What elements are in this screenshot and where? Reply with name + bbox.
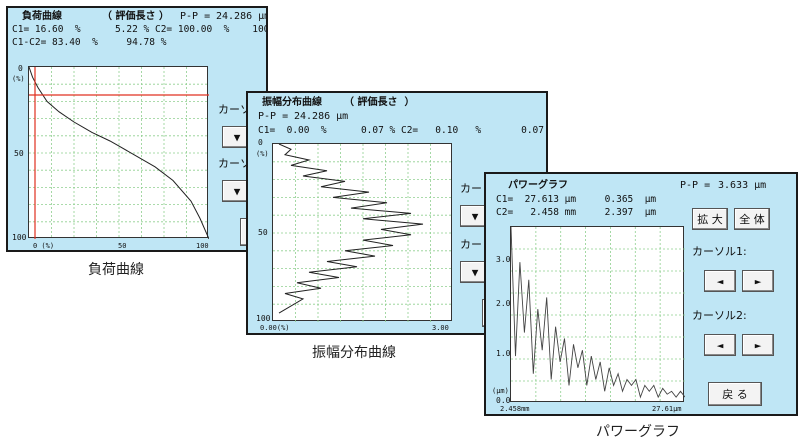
panel3-y-tick-2: 2.0: [496, 299, 511, 308]
cursor2-left-button[interactable]: ◄: [704, 334, 736, 356]
panel2-cursor2-down-button[interactable]: ▼: [460, 261, 490, 283]
panel2-pp-value: 24.286 μm: [294, 111, 349, 122]
load-curve-chart: [29, 67, 209, 239]
panel3-pp-value: 3.633 μm: [718, 180, 767, 191]
panel2-y-tick-50: 50: [258, 228, 268, 237]
cursor1-label: カーソル1:: [692, 245, 747, 258]
left-arrow-icon: ◄: [716, 338, 724, 352]
panel3-y-unit: (μm): [492, 387, 509, 395]
power-graph-panel: パワーグラフ P-P = 3.633 μm C1= 27.613 μm 0.36…: [484, 172, 798, 416]
panel1-x-tick-100: 100: [196, 242, 209, 250]
left-arrow-icon: ◄: [716, 274, 724, 288]
panel3-pp-label: P-P =: [680, 180, 711, 191]
load-curve-panel: 負荷曲線 （ 評価長さ ） P-P = 24.286 μm C1= 16.60 …: [6, 6, 268, 252]
show-all-button[interactable]: 全 体: [734, 208, 770, 230]
load-curve-line: [29, 67, 209, 239]
panel3-y-tick-0: 0.0: [496, 396, 511, 405]
panel1-y-tick-100: 100: [12, 233, 27, 242]
power-graph-plot: [510, 226, 685, 403]
caption-load-curve: 負荷曲線: [88, 261, 144, 277]
panel2-x-tick-3: 3.00: [432, 324, 449, 332]
cursor2-right-button[interactable]: ►: [742, 334, 774, 356]
caption-power-graph: パワーグラフ: [596, 423, 680, 439]
panel3-x-tick-start: 2.458mm: [500, 405, 530, 413]
panel3-y-tick-1: 1.0: [496, 349, 511, 358]
panel1-cursor2-label: カーソ: [218, 157, 251, 170]
panel2-y-tick-0: 0: [258, 138, 263, 147]
grid-lines: [273, 144, 453, 322]
panel1-title: 負荷曲線: [22, 11, 62, 22]
panel1-y-tick-0: 0: [18, 64, 23, 73]
right-arrow-icon: ►: [754, 274, 762, 288]
grid-lines: [29, 67, 209, 239]
amplitude-distribution-chart: [273, 144, 453, 322]
panel3-x-tick-end: 27.61μm: [652, 405, 682, 413]
caption-amplitude-distribution: 振幅分布曲線: [312, 344, 396, 360]
panel2-row1: C1= 0.00 % 0.07 % C2= 0.10 % 0.07 %: [258, 125, 548, 136]
amplitude-distribution-plot: [272, 143, 453, 322]
panel3-title: パワーグラフ: [508, 180, 568, 191]
panel1-x-tick-50: 50: [118, 242, 127, 250]
panel2-x-tick-0: 0.00(%): [260, 324, 290, 332]
panel3-y-tick-3: 3.0: [496, 255, 511, 264]
power-graph-chart: [511, 227, 685, 403]
zoom-in-button[interactable]: 拡 大: [692, 208, 728, 230]
panel1-subtitle: （ 評価長さ ）: [102, 11, 169, 22]
grid-lines: [511, 227, 685, 403]
panel2-subtitle: （ 評価長さ ）: [344, 97, 415, 108]
back-button[interactable]: 戻 る: [708, 382, 762, 406]
panel2-y-tick-100: 100: [256, 314, 271, 323]
right-arrow-icon: ►: [754, 338, 762, 352]
panel3-row1: C1= 27.613 μm 0.365 μm: [496, 194, 657, 205]
cursor2-label: カーソル2:: [692, 309, 747, 322]
panel1-cursor1-label: カーソ: [218, 103, 251, 116]
panel1-pp-value: 24.286 μm: [216, 11, 268, 22]
panel1-row1: C1= 16.60 % 5.22 % C2= 100.00 % 100.00 %: [12, 24, 268, 35]
panel1-pp-label: P-P =: [180, 11, 211, 22]
amplitude-distribution-line: [278, 144, 424, 314]
panel2-cursor2-label: カー: [460, 238, 482, 251]
panel2-pp-label: P-P =: [258, 111, 289, 122]
panel1-x-tick-0: 0 (%): [33, 242, 55, 250]
panel1-y-unit: (%): [12, 75, 25, 83]
panel1-cursor1-down-button[interactable]: ▼: [222, 126, 252, 148]
panel2-title: 振幅分布曲線: [262, 97, 322, 108]
panel1-y-tick-50: 50: [14, 149, 24, 158]
cursor1-left-button[interactable]: ◄: [704, 270, 736, 292]
panel2-y-unit: (%): [256, 150, 269, 158]
panel1-row2: C1-C2= 83.40 % 94.78 %: [12, 37, 167, 48]
panel2-cursor1-label: カー: [460, 182, 482, 195]
load-curve-plot: [28, 66, 209, 239]
cursor1-right-button[interactable]: ►: [742, 270, 774, 292]
power-graph-line: [511, 227, 685, 399]
panel3-row2: C2= 2.458 mm 2.397 μm: [496, 207, 657, 218]
